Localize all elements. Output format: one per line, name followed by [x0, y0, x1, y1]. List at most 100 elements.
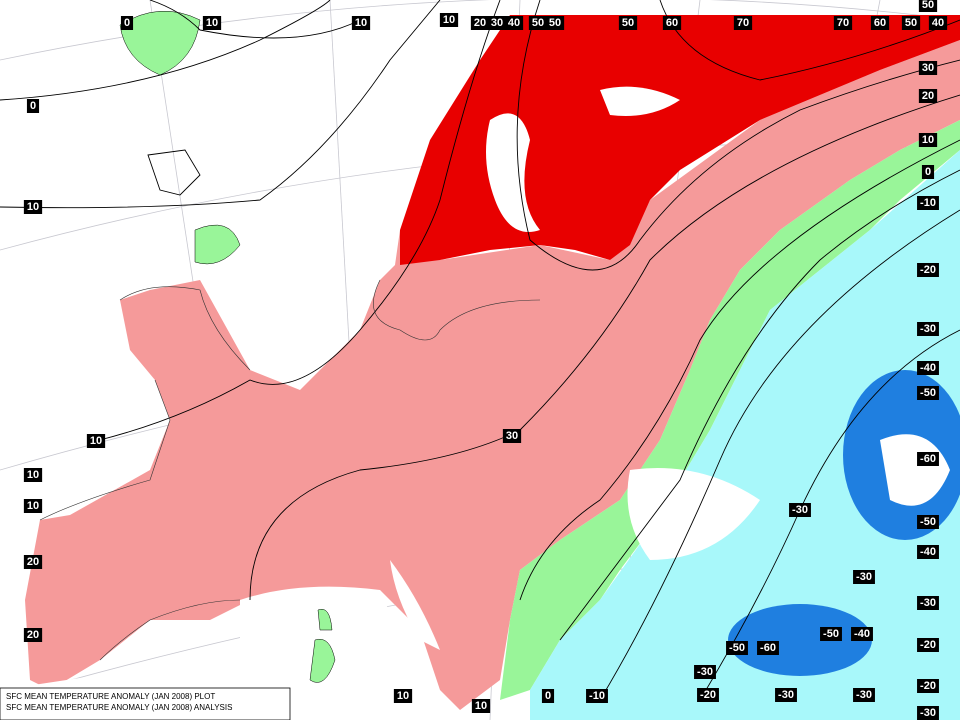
contour-label: -30: [920, 323, 936, 335]
contour-label-box: [351, 16, 371, 30]
cyan-region: [530, 150, 960, 720]
contour-label: -60: [760, 642, 776, 654]
contours: [0, 0, 960, 701]
contour-label: -60: [920, 453, 936, 465]
contour-label: 10: [475, 700, 487, 712]
contour-label-box: [917, 322, 939, 336]
contour-label: -10: [589, 690, 605, 702]
contour-label-box: [502, 429, 522, 443]
contour-label-box: [918, 89, 938, 103]
contour-label-box: [870, 16, 890, 30]
contour-label-box: [23, 499, 43, 513]
contour-label: 0: [925, 166, 931, 178]
contour-label: -50: [920, 387, 936, 399]
contour-label: 0: [545, 690, 551, 702]
contour-label-box: [545, 16, 565, 30]
contour-label-box: [921, 165, 935, 179]
contour-label: 10: [27, 201, 39, 213]
contour-label: 50: [622, 17, 634, 29]
contour-label-box: [202, 16, 222, 30]
contour-label: -40: [854, 628, 870, 640]
contour-label-box: [851, 627, 873, 641]
contour-label-box: [917, 545, 939, 559]
contour-label-box: [917, 263, 939, 277]
contour-label: -10: [920, 197, 936, 209]
contour-label-box: [487, 16, 507, 30]
contour-label-box: [23, 628, 43, 642]
contour-label: 60: [666, 17, 678, 29]
contour-label-box: [120, 16, 134, 30]
contour-label: 0: [30, 100, 36, 112]
contour-label-box: [917, 386, 939, 400]
contour-label: -20: [700, 689, 716, 701]
contour-label: 30: [922, 62, 934, 74]
caption-box: SFC MEAN TEMPERATURE ANOMALY (JAN 2008) …: [0, 687, 291, 720]
contour-label-box: [833, 16, 853, 30]
contour-label-box: [733, 16, 753, 30]
contour-label: 50: [905, 17, 917, 29]
contour-label: -30: [778, 689, 794, 701]
contour-label-box: [917, 361, 939, 375]
contour-label: -30: [697, 666, 713, 678]
contour-label: 10: [27, 469, 39, 481]
contour-label-box: [541, 689, 555, 703]
contour-label-box: [471, 699, 491, 713]
contour-label: 10: [206, 17, 218, 29]
contour-labels: 0 10 10 10 20 30 40 50 50 50 60 70 70 60 50 40 50 30 20 10 0…: [23, 0, 948, 720]
pink-region: [25, 40, 960, 710]
contour-label-box: [853, 688, 875, 702]
contour-label: -40: [920, 362, 936, 374]
contour-label: 10: [922, 134, 934, 146]
contour-label: 70: [837, 17, 849, 29]
contour-label-box: [820, 627, 842, 641]
contour-label-box: [694, 665, 716, 679]
green-region: [500, 120, 960, 700]
contour-label: 10: [355, 17, 367, 29]
contour-label-box: [470, 16, 490, 30]
contour-label: -50: [920, 516, 936, 528]
caption-line: SFC MEAN TEMPERATURE ANOMALY (JAN 2008) …: [6, 703, 232, 712]
contour-label: -50: [729, 642, 745, 654]
contour-label: 20: [474, 17, 486, 29]
contour-label-box: [917, 596, 939, 610]
contour-label-box: [586, 689, 608, 703]
contour-label: -30: [792, 504, 808, 516]
contour-label-box: [918, 133, 938, 147]
contour-label: 40: [932, 17, 944, 29]
coastlines: [39, 279, 541, 661]
contour-label-box: [917, 452, 939, 466]
contour-label: -30: [856, 571, 872, 583]
contour-label: 50: [922, 0, 934, 11]
contour-label: 20: [922, 90, 934, 102]
contour-label: -20: [920, 639, 936, 651]
contour-label: 10: [443, 14, 455, 26]
contour-label: 10: [397, 690, 409, 702]
contour-label-box: [918, 61, 938, 75]
contour-label: 10: [27, 500, 39, 512]
contour-label-box: [917, 196, 939, 210]
contour-label: 50: [549, 17, 561, 29]
blue-region: [728, 604, 872, 676]
contour-label-box: [917, 638, 939, 652]
contour-label: 20: [27, 556, 39, 568]
contour-label: -30: [856, 689, 872, 701]
contour-label-box: [726, 641, 748, 655]
contour-label-box: [789, 503, 811, 517]
contour-label: -20: [920, 264, 936, 276]
green-land: [119, 10, 336, 683]
contour-label-box: [528, 16, 548, 30]
contour-label: -50: [823, 628, 839, 640]
contour-label-box: [393, 689, 413, 703]
contour-label-box: [662, 16, 682, 30]
contour-label-box: [439, 13, 459, 27]
contour-label: 30: [506, 430, 518, 442]
contour-label: -20: [920, 680, 936, 692]
contour-label-box: [697, 688, 719, 702]
contour-label: 70: [737, 17, 749, 29]
contour-label: -30: [920, 597, 936, 609]
contour-label-box: [901, 16, 921, 30]
contour-label-box: [853, 570, 875, 584]
caption-line: SFC MEAN TEMPERATURE ANOMALY (JAN 2008) …: [6, 692, 215, 701]
contour-label: 50: [532, 17, 544, 29]
